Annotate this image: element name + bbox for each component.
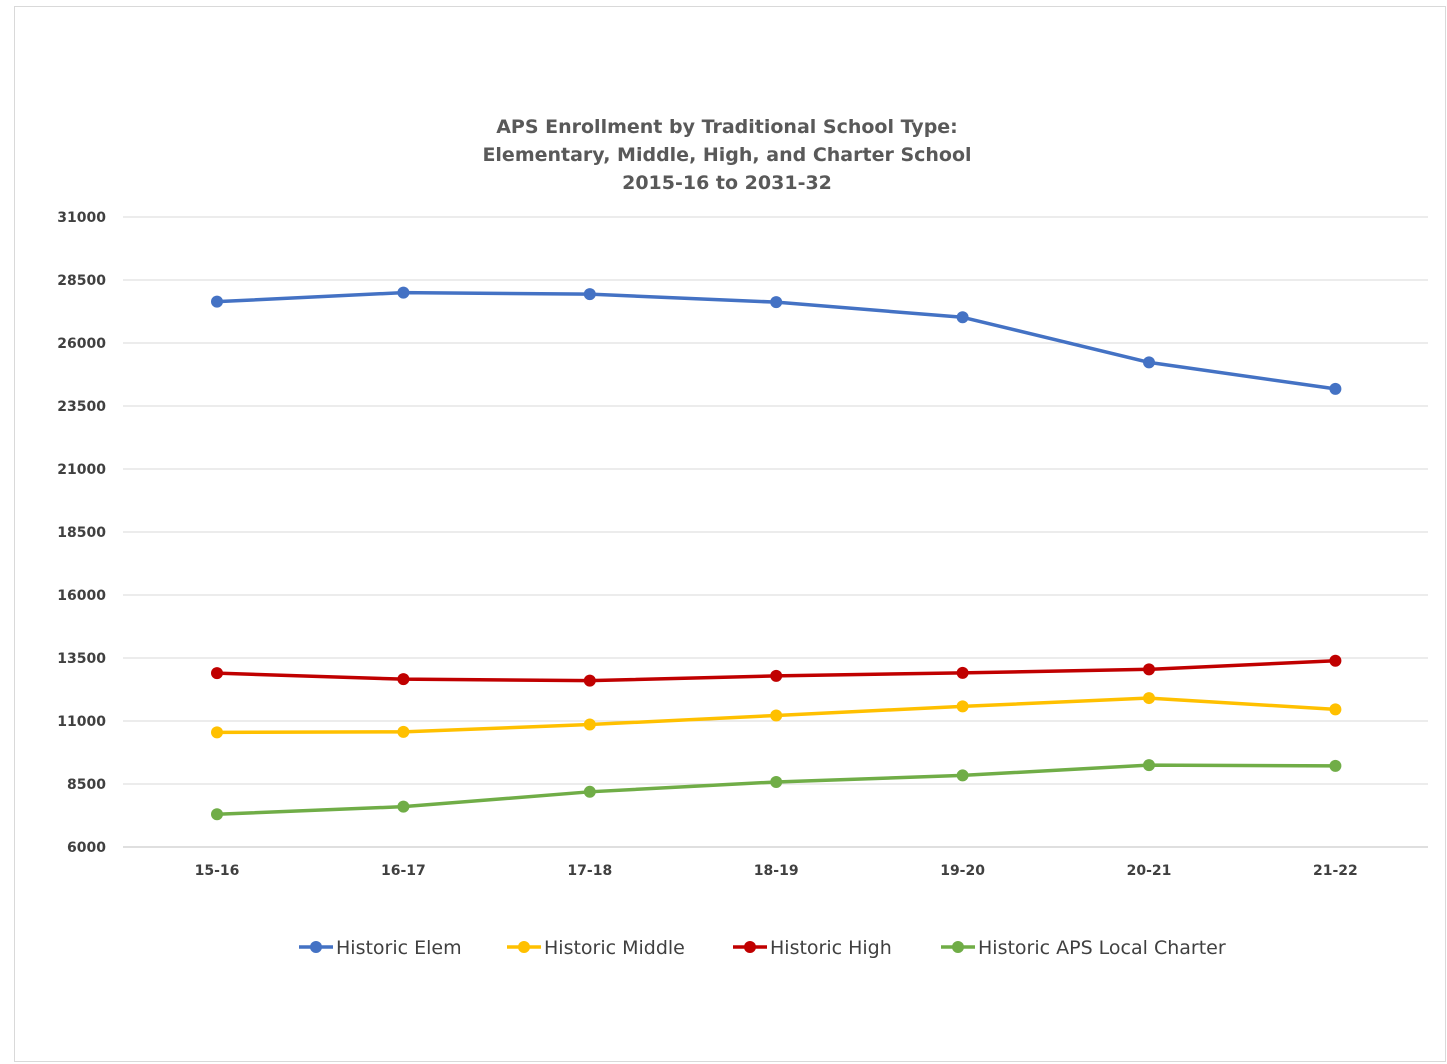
- gridlines: [123, 216, 1428, 848]
- series-historic-aps-local-charter: [211, 759, 1342, 821]
- y-tick-label: 21000: [57, 462, 106, 478]
- x-tick-label: 15-16: [195, 863, 240, 879]
- data-point: [1143, 356, 1155, 369]
- y-tick-label: 13500: [57, 651, 106, 667]
- legend-item: Historic High: [733, 937, 892, 959]
- data-point: [397, 286, 410, 299]
- data-point: [956, 666, 969, 679]
- data-point: [211, 667, 223, 680]
- y-tick-label: 8500: [67, 777, 106, 793]
- y-tick-label: 11000: [57, 714, 106, 730]
- data-point: [211, 295, 223, 308]
- legend-item: Historic APS Local Charter: [941, 937, 1226, 959]
- data-point: [770, 709, 783, 722]
- y-tick-label: 26000: [57, 336, 106, 352]
- series-historic-elem: [211, 286, 1342, 395]
- y-axis-tick-labels: 6000 8500 11000 13500 16000 18500 21000 23500 26…: [57, 210, 106, 856]
- chart-title: APS Enrollment by Traditional School Typ…: [482, 116, 971, 194]
- data-point: [583, 785, 596, 798]
- data-point: [1143, 663, 1155, 676]
- plot-series: [211, 286, 1342, 821]
- series-historic-high: [211, 654, 1342, 687]
- data-point: [397, 725, 410, 738]
- data-point: [583, 718, 596, 731]
- data-point: [1329, 382, 1342, 395]
- legend-label: Historic APS Local Charter: [978, 937, 1226, 959]
- chart-title-line: APS Enrollment by Traditional School Typ…: [496, 116, 958, 138]
- legend-label: Historic Middle: [544, 937, 685, 959]
- x-tick-label: 20-21: [1127, 863, 1172, 879]
- y-tick-label: 18500: [57, 525, 106, 541]
- x-tick-label: 18-19: [754, 863, 799, 879]
- y-tick-label: 23500: [57, 399, 106, 415]
- data-point: [956, 769, 969, 782]
- data-point: [1143, 759, 1155, 772]
- chart-title-line: 2015-16 to 2031-32: [622, 172, 832, 194]
- legend-marker: [518, 941, 530, 953]
- data-point: [1143, 692, 1155, 705]
- data-point: [583, 288, 596, 301]
- data-point: [211, 808, 223, 821]
- x-tick-label: 17-18: [567, 863, 612, 879]
- data-point: [397, 800, 410, 813]
- legend: Historic Elem Historic Middle Historic Hig…: [299, 937, 1226, 959]
- data-point: [956, 311, 969, 324]
- y-tick-label: 16000: [57, 588, 106, 604]
- data-point: [397, 673, 410, 686]
- series-line: [215, 763, 1338, 816]
- x-tick-label: 21-22: [1313, 863, 1358, 879]
- legend-item: Historic Elem: [299, 937, 462, 959]
- legend-label: Historic High: [770, 937, 892, 959]
- data-point: [1329, 703, 1342, 716]
- y-tick-label: 6000: [67, 840, 106, 856]
- legend-label: Historic Elem: [336, 937, 462, 959]
- legend-item: Historic Middle: [507, 937, 685, 959]
- x-tick-label: 19-20: [940, 863, 985, 879]
- data-point: [956, 700, 969, 713]
- data-point: [770, 669, 783, 682]
- legend-marker: [310, 941, 322, 953]
- data-point: [1329, 654, 1342, 667]
- legend-marker: [744, 941, 756, 953]
- legend-marker: [952, 941, 964, 953]
- data-point: [770, 296, 783, 309]
- chart-frame: APS Enrollment by Traditional School Typ…: [14, 6, 1446, 1062]
- data-point: [1329, 759, 1342, 772]
- x-tick-label: 16-17: [381, 863, 426, 879]
- series-historic-middle: [211, 692, 1342, 739]
- data-point: [583, 674, 596, 687]
- x-axis-tick-labels: 15-16 16-17 17-18 18-19 19-20 20-21 21-22: [195, 863, 1358, 879]
- data-point: [211, 726, 223, 739]
- data-point: [770, 775, 783, 788]
- y-tick-label: 28500: [57, 273, 106, 289]
- line-chart: APS Enrollment by Traditional School Typ…: [57, 116, 1428, 959]
- chart-title-line: Elementary, Middle, High, and Charter Sc…: [482, 144, 971, 166]
- y-tick-label: 31000: [57, 210, 106, 226]
